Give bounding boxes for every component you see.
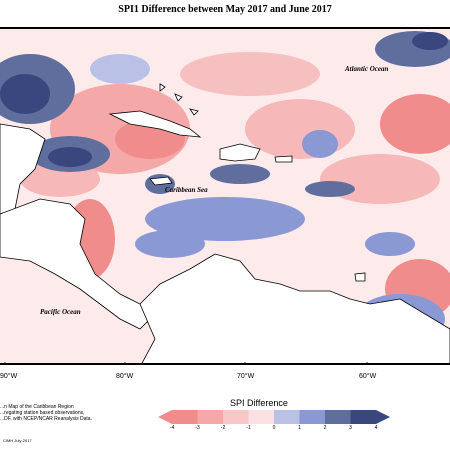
longitude-label-90w: 90°W — [0, 373, 18, 380]
caribbean-sea-label: Caribbean Sea — [165, 186, 208, 194]
legend-tick-neg4: -4 — [169, 425, 175, 431]
spi-difference-map: Atlantic Ocean Caribbean Sea Pacific Oce… — [0, 29, 450, 363]
longitude-label-70w: 70°W — [237, 373, 255, 380]
longitude-label-80w: 80°W — [116, 373, 134, 380]
map-panel[interactable]: Atlantic Ocean Caribbean Sea Pacific Oce… — [0, 27, 450, 365]
footnote-line-2: ...regating station based observations, — [0, 410, 85, 416]
legend-tick-neg3: -3 — [195, 425, 200, 431]
footnote-line-1: ...n Map of the Caribbean Region — [0, 404, 74, 410]
credit-text: CIMH July-2017 — [3, 438, 32, 443]
legend-colorbar — [158, 410, 390, 424]
legend-swatch-pos4 — [350, 410, 376, 424]
legend-tick-pos4: 4 — [374, 425, 378, 431]
legend-tick-neg2: -2 — [220, 425, 226, 431]
pacific-ocean-label: Pacific Ocean — [40, 308, 81, 316]
legend-tick-neg1: -1 — [246, 425, 251, 431]
legend-tick-pos3: 3 — [349, 425, 352, 431]
land-masses — [0, 83, 450, 363]
legend-swatch-neg4 — [172, 410, 198, 424]
atlantic-ocean-label: Atlantic Ocean — [344, 65, 388, 73]
legend-swatch-neg3 — [197, 410, 223, 424]
legend-tick-zero: 0 — [272, 425, 276, 431]
legend-title: SPI Difference — [230, 398, 288, 408]
legend-swatch-pos2 — [299, 410, 325, 424]
legend-swatch-pos1 — [274, 410, 300, 424]
legend-tick-pos1: 1 — [298, 425, 301, 431]
legend-swatch-pos3 — [325, 410, 351, 424]
longitude-label-60w: 60°W — [359, 373, 377, 380]
legend-arrow-left — [158, 410, 172, 424]
footnote-line-3: ...DF, with NCEP/NCAR Reanalysis Data. — [0, 416, 92, 422]
legend-arrow-right — [376, 410, 390, 424]
legend-swatch-neg1 — [248, 410, 274, 424]
map-title: SPI1 Difference between May 2017 and Jun… — [118, 4, 332, 15]
longitude-ticks — [4, 362, 368, 363]
legend-tick-pos2: 2 — [323, 425, 327, 431]
legend-swatch-neg2 — [223, 410, 249, 424]
